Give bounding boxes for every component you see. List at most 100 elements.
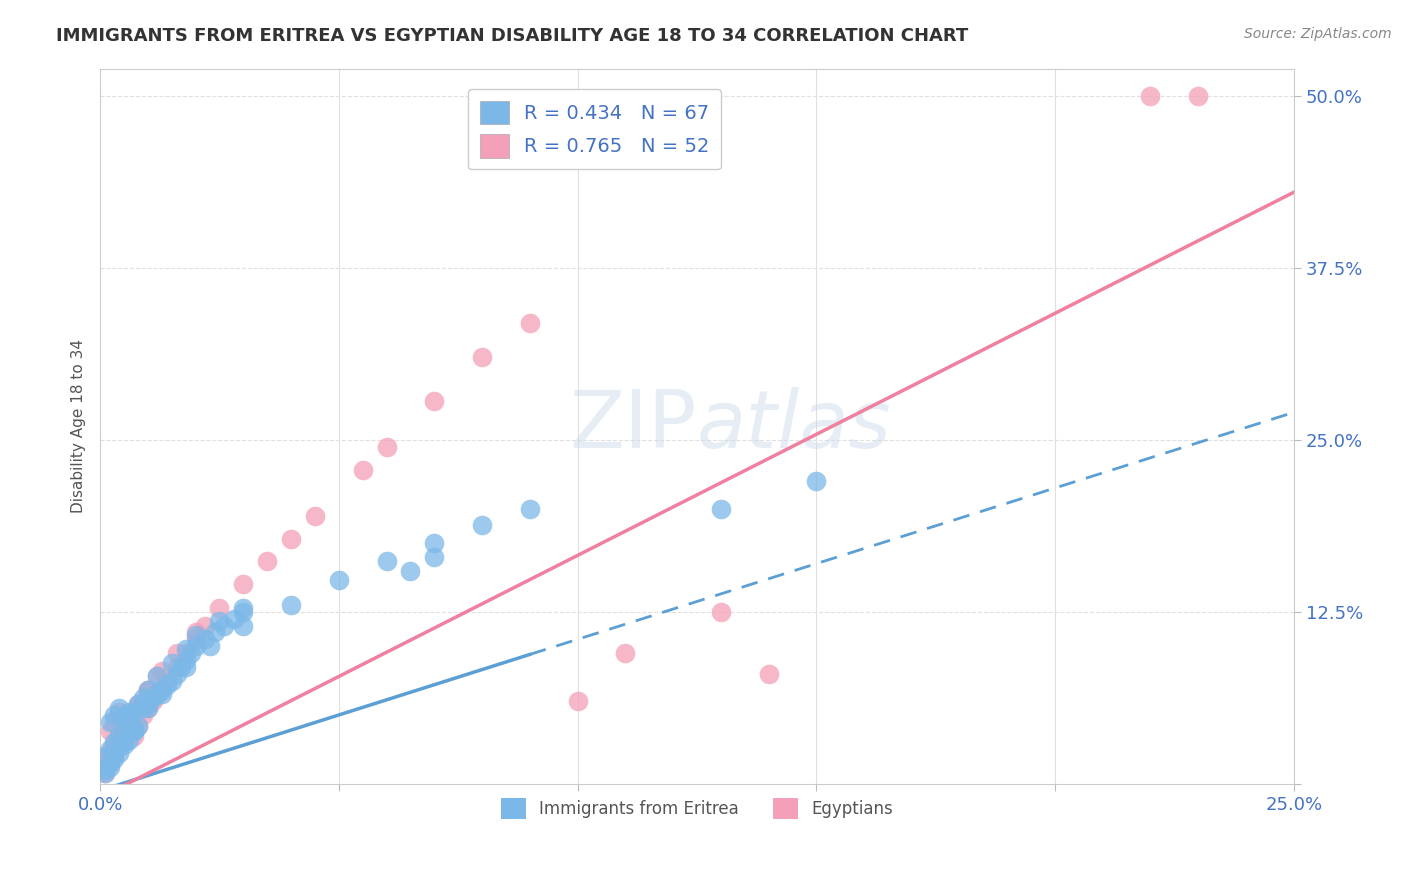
Immigrants from Eritrea (150, 687, 173, 701)
Immigrants from Eritrea (98, 714, 121, 729)
Egyptians (94, 756, 117, 770)
Immigrants from Eritrea (108, 729, 131, 743)
Immigrants from Eritrea (184, 639, 207, 653)
Immigrants from Eritrea (214, 618, 236, 632)
Egyptians (112, 729, 135, 743)
Text: IMMIGRANTS FROM ERITREA VS EGYPTIAN DISABILITY AGE 18 TO 34 CORRELATION CHART: IMMIGRANTS FROM ERITREA VS EGYPTIAN DISA… (56, 27, 969, 45)
Immigrants from Eritrea (127, 719, 149, 733)
Immigrants from Eritrea (94, 763, 117, 777)
Egyptians (423, 394, 446, 409)
Immigrants from Eritrea (806, 474, 828, 488)
Egyptians (122, 729, 145, 743)
Immigrants from Eritrea (127, 697, 149, 711)
Immigrants from Eritrea (170, 660, 193, 674)
Egyptians (136, 683, 159, 698)
Immigrants from Eritrea (184, 628, 207, 642)
Immigrants from Eritrea (98, 760, 121, 774)
Egyptians (132, 708, 155, 723)
Immigrants from Eritrea (174, 660, 197, 674)
Egyptians (710, 605, 733, 619)
Immigrants from Eritrea (112, 735, 135, 749)
Egyptians (1139, 89, 1161, 103)
Immigrants from Eritrea (222, 612, 245, 626)
Immigrants from Eritrea (146, 687, 169, 701)
Immigrants from Eritrea (280, 598, 302, 612)
Immigrants from Eritrea (98, 756, 121, 770)
Egyptians (127, 697, 149, 711)
Egyptians (280, 532, 302, 546)
Egyptians (567, 694, 589, 708)
Immigrants from Eritrea (136, 701, 159, 715)
Immigrants from Eritrea (204, 625, 226, 640)
Egyptians (256, 554, 278, 568)
Immigrants from Eritrea (150, 683, 173, 698)
Immigrants from Eritrea (122, 724, 145, 739)
Immigrants from Eritrea (103, 708, 125, 723)
Egyptians (146, 669, 169, 683)
Immigrants from Eritrea (375, 554, 398, 568)
Egyptians (184, 632, 207, 647)
Egyptians (519, 316, 541, 330)
Immigrants from Eritrea (180, 646, 202, 660)
Egyptians (194, 618, 217, 632)
Immigrants from Eritrea (166, 666, 188, 681)
Egyptians (758, 666, 780, 681)
Immigrants from Eritrea (132, 691, 155, 706)
Immigrants from Eritrea (136, 697, 159, 711)
Immigrants from Eritrea (232, 618, 254, 632)
Text: ZIP: ZIP (569, 387, 697, 465)
Egyptians (1187, 89, 1209, 103)
Immigrants from Eritrea (208, 615, 231, 629)
Egyptians (208, 600, 231, 615)
Legend: Immigrants from Eritrea, Egyptians: Immigrants from Eritrea, Egyptians (495, 792, 900, 825)
Immigrants from Eritrea (122, 724, 145, 739)
Egyptians (127, 701, 149, 715)
Egyptians (352, 463, 374, 477)
Text: Source: ZipAtlas.com: Source: ZipAtlas.com (1244, 27, 1392, 41)
Immigrants from Eritrea (194, 632, 217, 647)
Egyptians (232, 577, 254, 591)
Immigrants from Eritrea (122, 705, 145, 719)
Immigrants from Eritrea (174, 653, 197, 667)
Immigrants from Eritrea (98, 742, 121, 756)
Egyptians (98, 747, 121, 761)
Immigrants from Eritrea (132, 701, 155, 715)
Egyptians (127, 719, 149, 733)
Egyptians (166, 646, 188, 660)
Egyptians (108, 705, 131, 719)
Immigrants from Eritrea (156, 678, 179, 692)
Egyptians (103, 747, 125, 761)
Immigrants from Eritrea (122, 722, 145, 736)
Immigrants from Eritrea (112, 711, 135, 725)
Egyptians (118, 719, 141, 733)
Egyptians (94, 765, 117, 780)
Immigrants from Eritrea (94, 749, 117, 764)
Egyptians (146, 687, 169, 701)
Immigrants from Eritrea (118, 705, 141, 719)
Egyptians (166, 660, 188, 674)
Immigrants from Eritrea (112, 738, 135, 752)
Egyptians (184, 625, 207, 640)
Immigrants from Eritrea (710, 501, 733, 516)
Egyptians (156, 673, 179, 688)
Immigrants from Eritrea (423, 549, 446, 564)
Immigrants from Eritrea (118, 711, 141, 725)
Egyptians (112, 722, 135, 736)
Immigrants from Eritrea (118, 732, 141, 747)
Immigrants from Eritrea (174, 642, 197, 657)
Immigrants from Eritrea (399, 564, 422, 578)
Immigrants from Eritrea (232, 605, 254, 619)
Egyptians (122, 711, 145, 725)
Egyptians (98, 756, 121, 770)
Egyptians (174, 646, 197, 660)
Egyptians (103, 714, 125, 729)
Immigrants from Eritrea (328, 573, 350, 587)
Egyptians (142, 694, 165, 708)
Egyptians (103, 738, 125, 752)
Immigrants from Eritrea (471, 518, 494, 533)
Immigrants from Eritrea (103, 749, 125, 764)
Y-axis label: Disability Age 18 to 34: Disability Age 18 to 34 (72, 339, 86, 513)
Egyptians (375, 440, 398, 454)
Immigrants from Eritrea (94, 765, 117, 780)
Egyptians (118, 711, 141, 725)
